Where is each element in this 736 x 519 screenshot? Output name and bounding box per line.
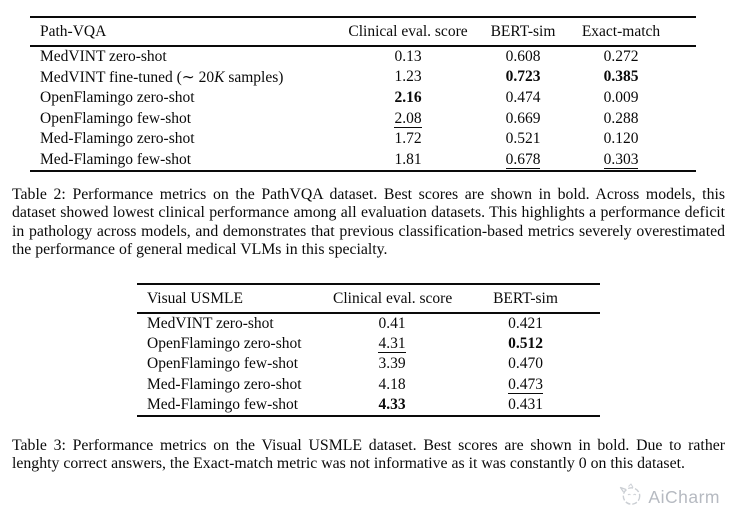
- column-header-exactmatch: Exact-match: [581, 22, 661, 40]
- bertsim-value: 0.669: [505, 109, 541, 127]
- clinical-score-value: 0.41: [378, 314, 406, 332]
- table-row: MedVINT zero-shot 0.13 0.608 0.272: [30, 47, 696, 68]
- column-header-bertsim: BERT-sim: [490, 22, 556, 40]
- column-header-clinical: Clinical eval. score: [348, 22, 468, 40]
- table-title: Visual USMLE: [147, 289, 243, 307]
- exactmatch-value: 0.303: [603, 150, 639, 169]
- clinical-score-value: 4.18: [378, 375, 406, 393]
- table-top-rule: [30, 16, 696, 18]
- table-row: OpenFlamingo few-shot 3.39 0.470: [137, 354, 600, 374]
- clinical-score-value: 1.23: [394, 68, 422, 86]
- bertsim-value: 0.473: [508, 375, 543, 394]
- model-name: Med-Flamingo few-shot: [40, 150, 192, 168]
- watermark-label: AiCharm: [648, 486, 720, 507]
- bertsim-value: 0.431: [508, 396, 543, 414]
- model-name: MedVINT zero-shot: [40, 47, 167, 65]
- model-name: Med-Flamingo zero-shot: [40, 130, 195, 148]
- model-name: OpenFlamingo zero-shot: [147, 335, 302, 353]
- table-mid-rule: [30, 45, 696, 47]
- clinical-score-value: 2.08: [394, 109, 422, 128]
- table-bottom-rule: [30, 170, 696, 173]
- exactmatch-value: 0.288: [603, 109, 639, 127]
- model-name: OpenFlamingo few-shot: [147, 355, 299, 373]
- watermark: AiCharm: [616, 483, 720, 511]
- table-row: MedVINT fine-tuned (∼ 20K samples) 1.23 …: [30, 67, 696, 88]
- model-name: MedVINT zero-shot: [147, 314, 274, 332]
- pathvqa-header-row: Path-VQA Clinical eval. score BERT-sim E…: [30, 18, 696, 45]
- table-row: Med-Flamingo zero-shot 1.72 0.521 0.120: [30, 129, 696, 150]
- exactmatch-value: 0.009: [603, 88, 639, 106]
- table-row: Med-Flamingo few-shot 1.81 0.678 0.303: [30, 149, 696, 170]
- usmle-header-row: Visual USMLE Clinical eval. score BERT-s…: [137, 285, 600, 312]
- table-bottom-rule: [137, 415, 600, 418]
- bertsim-value: 0.470: [508, 355, 543, 373]
- clinical-score-value: 1.81: [394, 150, 422, 168]
- column-header-bertsim: BERT-sim: [493, 289, 558, 307]
- exactmatch-value: 0.120: [603, 130, 639, 148]
- table-row: OpenFlamingo few-shot 2.08 0.669 0.288: [30, 108, 696, 129]
- pathvqa-table: Path-VQA Clinical eval. score BERT-sim E…: [30, 16, 696, 173]
- bertsim-value: 0.678: [505, 150, 541, 169]
- clinical-score-value: 4.31: [378, 335, 406, 354]
- bertsim-value: 0.521: [505, 130, 541, 148]
- column-header-clinical: Clinical eval. score: [333, 289, 453, 307]
- clinical-score-value: 4.33: [378, 396, 406, 414]
- table-title: Path-VQA: [40, 22, 107, 40]
- table3-caption: Table 3: Performance metrics on the Visu…: [12, 437, 725, 473]
- bertsim-value: 0.512: [508, 335, 543, 353]
- table-row: Med-Flamingo few-shot 4.33 0.431: [137, 395, 600, 415]
- table-row: OpenFlamingo zero-shot 4.31 0.512: [137, 334, 600, 354]
- aicharm-logo-icon: [616, 483, 643, 511]
- table-row: Med-Flamingo zero-shot 4.18 0.473: [137, 375, 600, 395]
- bertsim-value: 0.723: [505, 68, 541, 86]
- model-name: OpenFlamingo zero-shot: [40, 88, 195, 106]
- exactmatch-value: 0.272: [603, 47, 639, 65]
- bertsim-value: 0.608: [505, 47, 541, 65]
- clinical-score-value: 0.13: [394, 47, 422, 65]
- table-mid-rule: [137, 312, 600, 314]
- table-row: OpenFlamingo zero-shot 2.16 0.474 0.009: [30, 88, 696, 109]
- model-name: OpenFlamingo few-shot: [40, 109, 192, 127]
- model-name: Med-Flamingo few-shot: [147, 396, 299, 414]
- table-top-rule: [137, 283, 600, 285]
- visual-usmle-table: Visual USMLE Clinical eval. score BERT-s…: [137, 283, 600, 418]
- model-name: Med-Flamingo zero-shot: [147, 375, 302, 393]
- bertsim-value: 0.474: [505, 88, 541, 106]
- exactmatch-value: 0.385: [603, 68, 639, 86]
- clinical-score-value: 1.72: [394, 130, 422, 148]
- model-name: MedVINT fine-tuned (∼ 20K samples): [40, 68, 284, 86]
- bertsim-value: 0.421: [508, 314, 543, 332]
- clinical-score-value: 3.39: [378, 355, 406, 373]
- table-row: MedVINT zero-shot 0.41 0.421: [137, 314, 600, 334]
- clinical-score-value: 2.16: [394, 88, 422, 106]
- table2-caption: Table 2: Performance metrics on the Path…: [12, 186, 725, 259]
